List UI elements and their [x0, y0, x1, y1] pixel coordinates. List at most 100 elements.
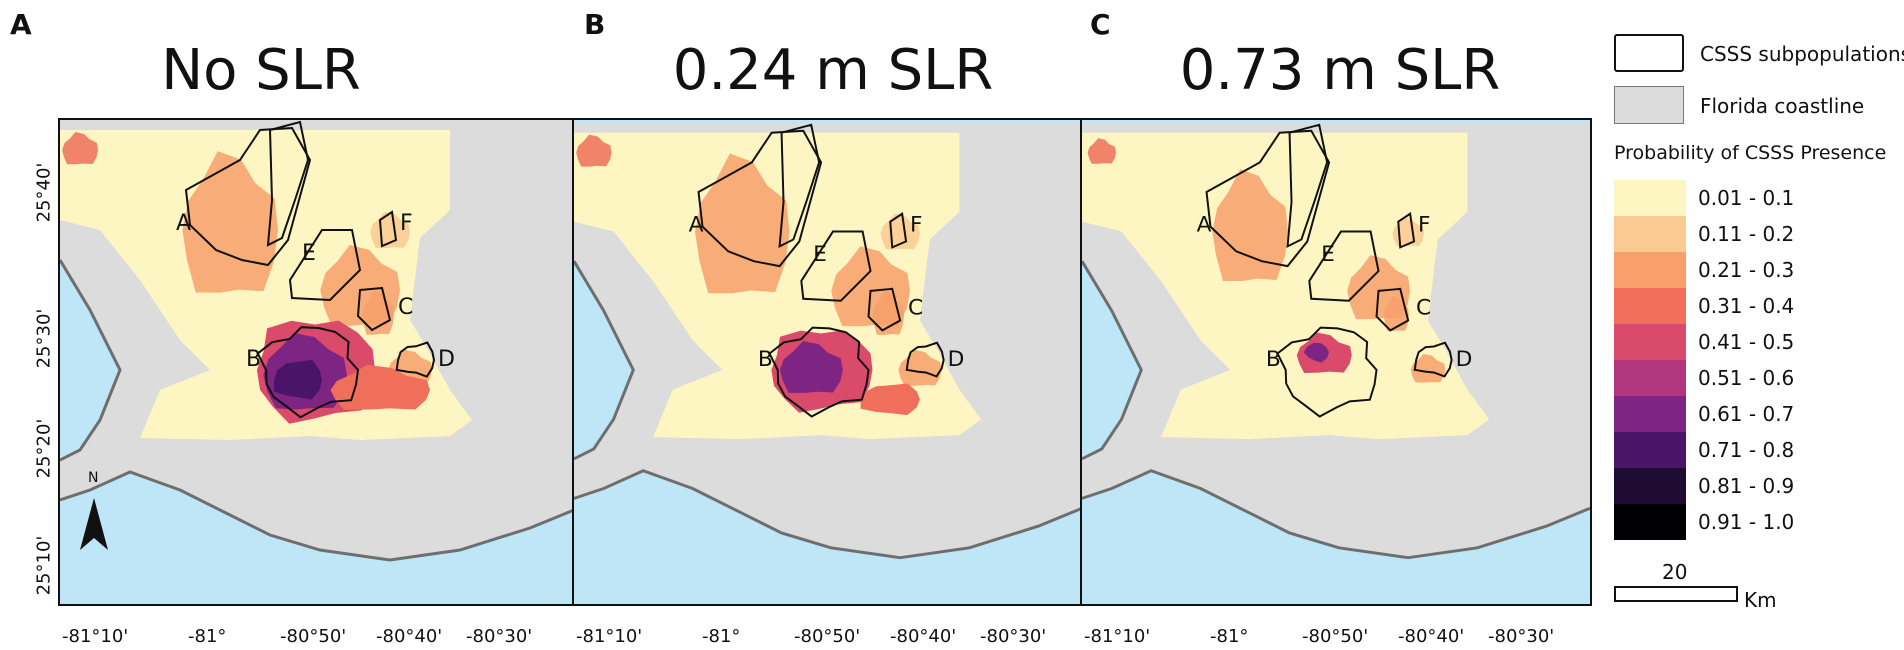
- island: [88, 420, 210, 472]
- legend-class-label: 0.01 - 0.1: [1698, 186, 1795, 210]
- subpop-c-outline: [356, 286, 392, 332]
- subpop-a-outline: [697, 129, 823, 268]
- subpop-e-outline: [1308, 230, 1380, 302]
- legend-class-swatch: [1614, 288, 1686, 324]
- legend-class-label: 0.31 - 0.4: [1698, 294, 1795, 318]
- panel-title-a: No SLR: [161, 38, 361, 103]
- legend-class-label: 0.11 - 0.2: [1698, 222, 1795, 246]
- habitat-patch: [62, 132, 98, 165]
- north-label: N: [88, 470, 98, 486]
- subpop-d-outline: [395, 341, 436, 378]
- core-habitat: [1303, 342, 1330, 363]
- map-panel-a: A B C D E F N: [58, 118, 576, 606]
- subpop-b-outline: [256, 326, 360, 419]
- legend-class-label: 0.71 - 0.8: [1698, 438, 1795, 462]
- subpop-label-d: D: [1456, 347, 1473, 372]
- x-tick-label: -81°10': [1084, 626, 1151, 647]
- subpop-e-outline: [800, 230, 872, 302]
- north-arrow-icon: [80, 498, 108, 550]
- florida-bay: [574, 470, 1082, 602]
- scale-value: 20: [1662, 560, 1688, 584]
- panel-title-c: 0.73 m SLR: [1179, 38, 1501, 103]
- legend-class-label: 0.81 - 0.9: [1698, 474, 1795, 498]
- island: [601, 419, 723, 471]
- subpop-a-outline: [1205, 129, 1331, 268]
- west-water: [1082, 261, 1142, 459]
- map-a-svg: A B C D E F N: [60, 120, 574, 604]
- coastline: [60, 470, 574, 562]
- west-water: [574, 261, 634, 459]
- subpop-label-e: E: [813, 242, 827, 267]
- legend-coast-label: Florida coastline: [1700, 94, 1865, 118]
- legend-subpop-swatch: [1614, 34, 1684, 72]
- study-area: [574, 132, 982, 440]
- x-tick-label: -80°50': [794, 626, 861, 647]
- florida-bay: [1082, 470, 1590, 602]
- subpop-label-b: B: [758, 347, 773, 372]
- legend-class-swatch: [1614, 216, 1686, 252]
- legend-class-swatch: [1614, 324, 1686, 360]
- x-tick-label: -80°30': [466, 626, 533, 647]
- x-tick-label: -80°30': [980, 626, 1047, 647]
- y-tick-label: 25°20': [33, 418, 55, 479]
- legend-subpop-label: CSSS subpopulations: [1700, 42, 1904, 66]
- coastline: [1082, 469, 1590, 560]
- subpop-label-d: D: [438, 347, 455, 372]
- legend-class-swatch: [1614, 504, 1686, 540]
- subpop-f-outline: [378, 210, 398, 248]
- panel-title-b: 0.24 m SLR: [672, 38, 994, 103]
- subpop-label-c: C: [1416, 296, 1431, 321]
- west-coastline: [574, 260, 635, 461]
- florida-bay: [60, 472, 574, 604]
- x-tick-label: -81°: [702, 626, 741, 647]
- subpop-a-east-outline: [266, 120, 310, 247]
- subpop-a-outline: [184, 126, 312, 267]
- habitat-patch: [330, 364, 430, 410]
- x-tick-label: -80°40': [890, 626, 957, 647]
- map-c-svg: A B C D E F: [1082, 122, 1590, 602]
- island: [1109, 419, 1231, 471]
- x-tick-label: -80°50': [1302, 626, 1369, 647]
- subpop-e-outline: [288, 229, 362, 302]
- x-tick-label: -81°: [188, 626, 227, 647]
- subpop-c-outline: [1375, 287, 1410, 332]
- habitat-patch: [694, 153, 790, 294]
- y-tick-label: 25°10': [33, 535, 55, 596]
- map-panel-b: A B C D E F: [572, 118, 1084, 606]
- legend-class-swatch: [1614, 360, 1686, 396]
- study-area: [1082, 132, 1490, 440]
- legend-class-swatch: [1614, 180, 1686, 216]
- legend-class-label: 0.61 - 0.7: [1698, 402, 1795, 426]
- legend-class-label: 0.91 - 1.0: [1698, 510, 1795, 534]
- legend-prob-title: Probability of CSSS Presence: [1614, 142, 1887, 164]
- x-tick-label: -80°40': [1398, 626, 1465, 647]
- west-water: [60, 260, 120, 460]
- coastline: [574, 469, 1082, 560]
- x-tick-label: -81°10': [576, 626, 643, 647]
- subpop-f-outline: [889, 212, 908, 249]
- subpop-b-outline: [1276, 326, 1378, 418]
- legend-coast-swatch: [1614, 86, 1684, 124]
- habitat-patch: [1212, 169, 1288, 282]
- x-tick-label: -80°50': [280, 626, 347, 647]
- x-tick-label: -80°30': [1488, 626, 1555, 647]
- habitat-patch: [1410, 353, 1446, 383]
- subpop-b-outline: [768, 326, 870, 418]
- legend-class-label: 0.41 - 0.5: [1698, 330, 1795, 354]
- subpop-a-east-outline: [1286, 123, 1329, 249]
- core-habitat: [779, 340, 843, 393]
- habitat-patch: [1383, 295, 1409, 332]
- subpop-c-outline: [867, 287, 902, 332]
- subpop-d-outline: [905, 341, 945, 378]
- legend-class-label: 0.21 - 0.3: [1698, 258, 1795, 282]
- subpop-label-b: B: [1266, 347, 1281, 372]
- subpop-label-f: F: [1418, 213, 1431, 238]
- subpop-label-c: C: [908, 296, 923, 321]
- subpop-label-a: A: [689, 213, 704, 238]
- scale-bar: [1614, 586, 1738, 602]
- map-panel-c: A B C D E F: [1080, 118, 1592, 606]
- legend-class-swatch: [1614, 432, 1686, 468]
- subpop-label-f: F: [400, 211, 413, 236]
- subpop-label-d: D: [948, 347, 965, 372]
- y-tick-label: 25°30': [33, 308, 55, 369]
